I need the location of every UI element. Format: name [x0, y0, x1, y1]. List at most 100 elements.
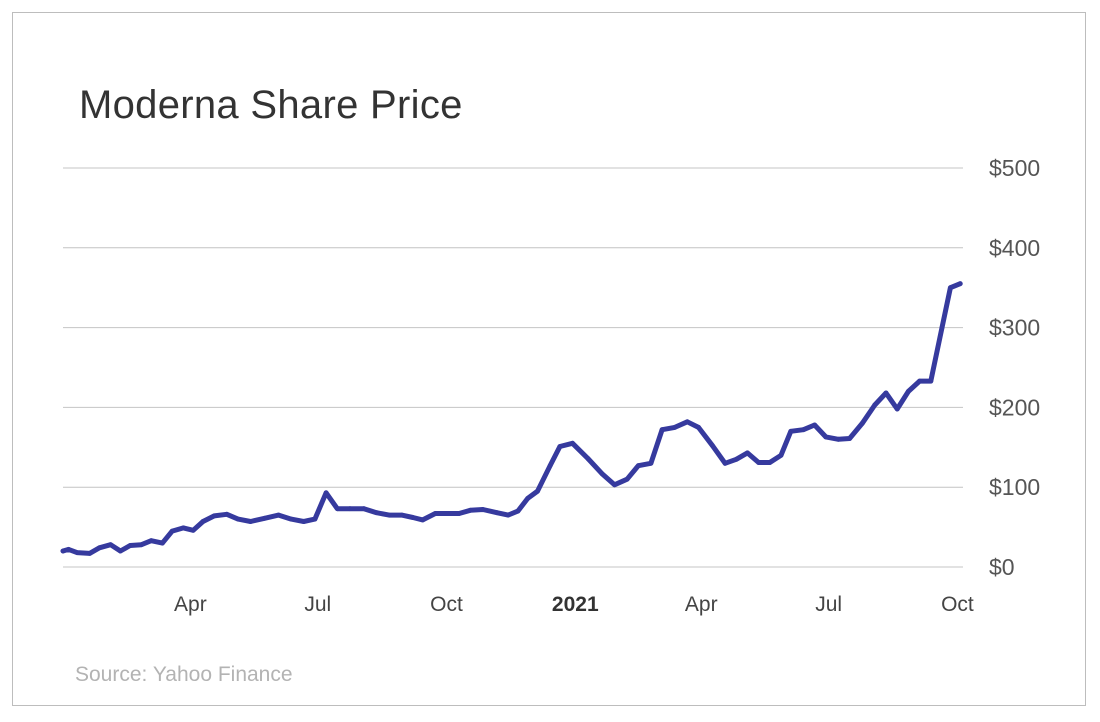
data-point: [928, 378, 934, 384]
source-note: Source: Yahoo Finance: [75, 663, 293, 686]
data-point: [823, 434, 829, 440]
data-point: [169, 528, 175, 534]
data-point: [599, 471, 605, 476]
x-tick-label: Apr: [685, 593, 718, 616]
x-tick-label: Apr: [174, 593, 207, 616]
data-point: [347, 506, 353, 512]
data-point: [812, 422, 817, 428]
data-point: [127, 543, 133, 548]
series-line: [60, 281, 963, 556]
data-point: [248, 519, 254, 524]
data-point: [445, 511, 451, 516]
data-point: [139, 542, 144, 548]
line-chart: $500 $400 $300 $200 $100 $0 Apr Jul Oct 2021 Apr J…: [60, 155, 1040, 616]
data-point: [684, 419, 690, 425]
data-point: [456, 511, 462, 516]
data-point: [570, 440, 575, 446]
data-point: [624, 476, 630, 482]
x-tick-label: Jul: [815, 593, 842, 616]
data-point: [906, 389, 911, 394]
data-point: [410, 515, 416, 520]
y-axis-ticks: $500 $400 $300 $200 $100 $0: [989, 155, 1040, 580]
data-point: [97, 545, 102, 551]
data-point: [494, 510, 500, 516]
data-point: [939, 325, 945, 330]
data-point: [181, 525, 186, 531]
x-tick-label: 2021: [552, 593, 599, 616]
data-point: [525, 496, 531, 501]
data-point: [957, 281, 963, 287]
series-layer: [60, 281, 963, 556]
data-point: [733, 456, 739, 462]
data-point: [386, 512, 392, 518]
data-point: [745, 450, 750, 456]
data-point: [722, 460, 728, 466]
data-point: [118, 548, 123, 554]
data-point: [262, 515, 267, 521]
data-point: [917, 378, 922, 384]
data-point: [399, 512, 405, 518]
data-point: [635, 463, 641, 469]
y-tick-label: $500: [989, 155, 1040, 181]
data-point: [948, 285, 953, 291]
data-point: [211, 513, 217, 519]
data-point: [374, 510, 379, 516]
data-point: [859, 421, 865, 426]
data-point: [547, 463, 553, 469]
data-point: [836, 436, 841, 442]
gridlines: [63, 167, 963, 568]
data-point: [767, 460, 773, 465]
data-point: [585, 456, 591, 461]
data-point: [108, 542, 113, 548]
chart-title: Moderna Share Price: [79, 83, 463, 127]
data-point: [883, 390, 889, 396]
data-point: [224, 511, 230, 517]
data-point: [190, 527, 196, 533]
data-point: [74, 550, 80, 555]
data-point: [60, 548, 66, 554]
y-tick-label: $100: [989, 474, 1040, 500]
y-tick-label: $200: [989, 394, 1040, 420]
y-tick-label: $0: [989, 554, 1015, 580]
data-point: [361, 506, 367, 512]
data-point: [505, 512, 511, 518]
data-point: [515, 508, 521, 514]
data-point: [200, 519, 206, 524]
data-point: [710, 443, 715, 449]
x-axis-ticks: Apr Jul Oct 2021 Apr Jul Oct: [174, 593, 974, 616]
data-point: [612, 482, 617, 488]
data-point: [334, 506, 340, 512]
data-point: [66, 547, 71, 552]
data-point: [288, 516, 294, 522]
y-tick-label: $300: [989, 315, 1040, 341]
data-point: [432, 511, 438, 516]
data-point: [535, 488, 540, 494]
y-tick-label: $400: [989, 235, 1040, 261]
data-point: [648, 460, 654, 466]
data-point: [312, 516, 318, 522]
data-point: [301, 519, 307, 524]
data-point: [696, 425, 701, 430]
data-point: [801, 427, 806, 433]
data-point: [235, 516, 241, 522]
data-point: [778, 452, 784, 458]
chart-card: Moderna Share Price $500 $400 $300 $200 $100…: [12, 12, 1086, 706]
data-point: [276, 512, 281, 518]
data-point: [467, 507, 473, 513]
data-point: [323, 490, 329, 496]
data-point: [160, 540, 165, 546]
x-tick-label: Oct: [430, 593, 463, 616]
data-point: [672, 425, 678, 430]
x-tick-label: Jul: [304, 593, 331, 616]
data-point: [420, 517, 426, 523]
data-point: [557, 444, 563, 449]
x-tick-label: Oct: [941, 593, 974, 616]
data-point: [872, 402, 878, 408]
data-point: [756, 460, 761, 465]
data-point: [148, 538, 154, 544]
data-point: [659, 427, 665, 433]
data-point: [894, 406, 900, 412]
data-point: [87, 551, 92, 556]
data-point: [480, 507, 486, 512]
data-point: [788, 428, 794, 434]
